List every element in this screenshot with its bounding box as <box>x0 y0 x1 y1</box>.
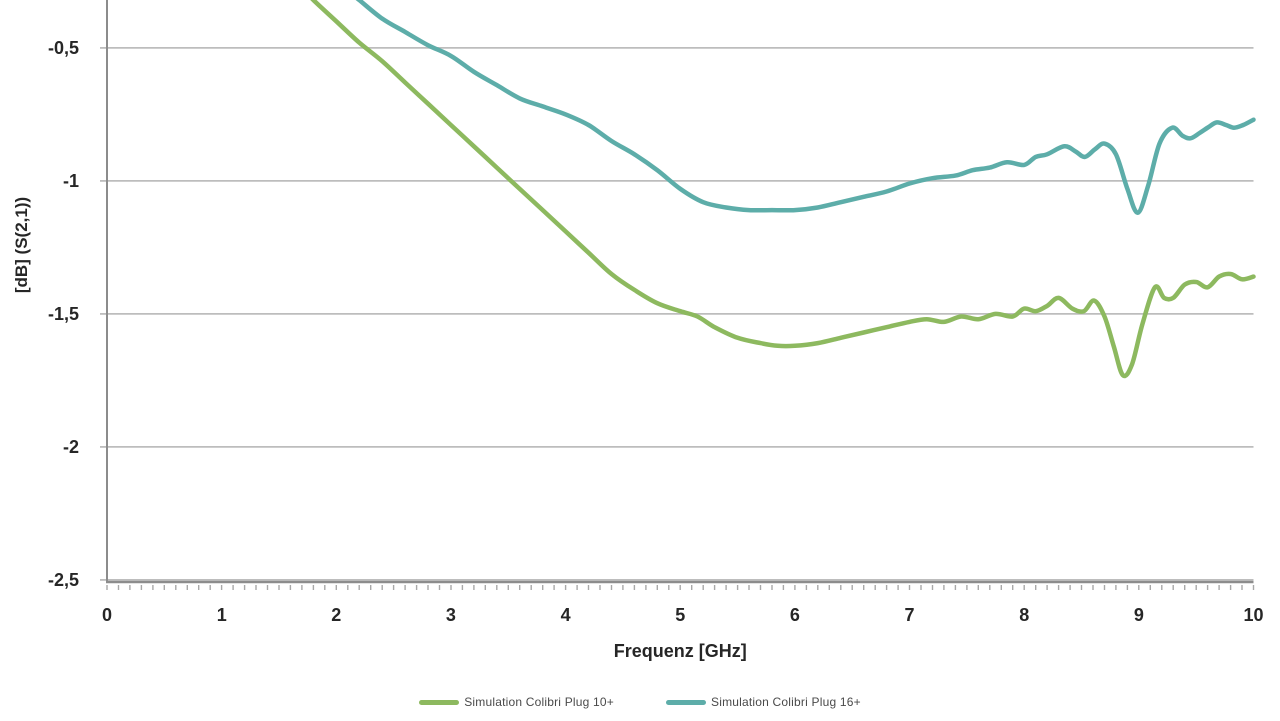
y-tick-label: -0,5 <box>48 38 79 58</box>
legend-label-plug-10: Simulation Colibri Plug 10+ <box>464 695 614 709</box>
y-tick-label: -1 <box>63 171 79 191</box>
x-tick-label: 8 <box>1019 605 1029 625</box>
x-tick-label: 2 <box>331 605 341 625</box>
legend-label-plug-16: Simulation Colibri Plug 16+ <box>711 695 861 709</box>
x-tick-label: 3 <box>446 605 456 625</box>
line-chart-canvas: -0,5 -1 -1,5 -2 -2,5 0 1 2 3 4 5 6 7 8 9 10 Frequenz [GH… <box>12 0 1264 661</box>
y-tick-label: -2,5 <box>48 570 79 590</box>
chart-legend: Simulation Colibri Plug 10+ Simulation C… <box>0 690 1280 714</box>
series-line-1 <box>355 0 1256 216</box>
x-tick-label: 4 <box>561 605 571 625</box>
series-line-0 <box>310 0 1256 379</box>
x-tick-label: 5 <box>675 605 685 625</box>
x-tick-label: 7 <box>904 605 914 625</box>
legend-line-swatch-plug-16 <box>666 699 706 705</box>
x-tick-label: 1 <box>217 605 227 625</box>
legend-line-swatch-plug-10 <box>419 699 460 705</box>
legend-item-plug-10: Simulation Colibri Plug 10+ <box>419 695 614 709</box>
x-tick-label: 6 <box>790 605 800 625</box>
x-axis-title: Frequenz [GHz] <box>614 641 747 661</box>
y-tick-label: -1,5 <box>48 304 79 324</box>
y-axis-title: [dB] (S(2,1)) <box>12 197 31 293</box>
x-tick-label: 10 <box>1243 605 1263 625</box>
legend-item-plug-16: Simulation Colibri Plug 16+ <box>666 695 861 709</box>
x-tick-label: 0 <box>102 605 112 625</box>
y-tick-label: -2 <box>63 437 79 457</box>
x-tick-label: 9 <box>1134 605 1144 625</box>
